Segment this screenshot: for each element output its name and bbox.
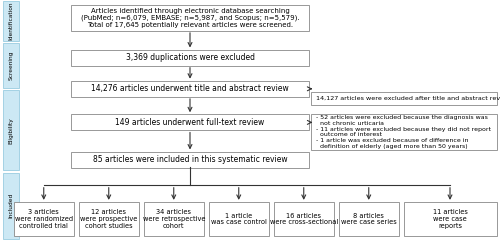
FancyBboxPatch shape bbox=[311, 92, 496, 105]
Text: 34 articles
were retrospective
cohort: 34 articles were retrospective cohort bbox=[142, 209, 205, 229]
Text: 3,369 duplications were excluded: 3,369 duplications were excluded bbox=[126, 53, 254, 62]
Text: 8 articles
were case series: 8 articles were case series bbox=[341, 212, 396, 226]
FancyBboxPatch shape bbox=[404, 202, 496, 236]
FancyBboxPatch shape bbox=[14, 202, 74, 236]
FancyBboxPatch shape bbox=[71, 114, 309, 130]
FancyBboxPatch shape bbox=[2, 90, 19, 170]
Text: Eligibility: Eligibility bbox=[8, 117, 13, 144]
Text: 14,127 articles were excluded after title and abstract review: 14,127 articles were excluded after titl… bbox=[316, 96, 500, 101]
FancyBboxPatch shape bbox=[2, 173, 19, 239]
Text: 11 articles
were case
reports: 11 articles were case reports bbox=[432, 209, 468, 229]
FancyBboxPatch shape bbox=[71, 81, 309, 97]
Text: 85 articles were included in this systematic review: 85 articles were included in this system… bbox=[92, 155, 288, 164]
Text: Screening: Screening bbox=[8, 51, 13, 80]
Text: 14,276 articles underwent title and abstract review: 14,276 articles underwent title and abst… bbox=[91, 84, 289, 93]
FancyBboxPatch shape bbox=[2, 43, 19, 88]
Text: Articles identified through electronic database searching
(PubMed; n=6,079, EMBA: Articles identified through electronic d… bbox=[80, 8, 300, 28]
FancyBboxPatch shape bbox=[2, 1, 19, 41]
FancyBboxPatch shape bbox=[144, 202, 204, 236]
FancyBboxPatch shape bbox=[71, 50, 309, 66]
FancyBboxPatch shape bbox=[71, 5, 309, 31]
Text: 1 article
was case control: 1 article was case control bbox=[211, 212, 266, 226]
FancyBboxPatch shape bbox=[311, 114, 496, 150]
FancyBboxPatch shape bbox=[274, 202, 334, 236]
Text: 12 articles
were prospective
cohort studies: 12 articles were prospective cohort stud… bbox=[80, 209, 138, 229]
FancyBboxPatch shape bbox=[71, 152, 309, 168]
Text: 149 articles underwent full-text review: 149 articles underwent full-text review bbox=[116, 118, 264, 127]
FancyBboxPatch shape bbox=[338, 202, 399, 236]
Text: Identification: Identification bbox=[8, 2, 14, 40]
FancyBboxPatch shape bbox=[78, 202, 139, 236]
Text: 16 articles
were cross-sectional: 16 articles were cross-sectional bbox=[270, 212, 338, 226]
Text: - 52 articles were excluded because the diagnosis was
  not chronic urticaria
- : - 52 articles were excluded because the … bbox=[316, 115, 492, 149]
Text: Included: Included bbox=[8, 193, 13, 218]
FancyBboxPatch shape bbox=[208, 202, 269, 236]
Text: 3 articles
were randomized
controlled trial: 3 articles were randomized controlled tr… bbox=[14, 209, 73, 229]
